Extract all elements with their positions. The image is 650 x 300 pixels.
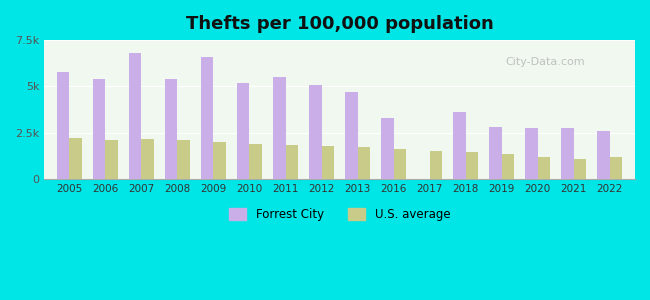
Bar	[285, 145, 298, 179]
Bar	[309, 85, 322, 179]
Bar	[237, 83, 250, 179]
Bar	[465, 152, 478, 179]
Bar	[525, 128, 538, 179]
Bar	[574, 159, 586, 179]
Bar	[322, 146, 334, 179]
Bar	[358, 147, 370, 179]
Bar	[250, 144, 262, 179]
Bar	[57, 72, 70, 179]
Bar	[381, 118, 394, 179]
Bar	[213, 142, 226, 179]
Bar	[165, 79, 177, 179]
Bar	[201, 57, 213, 179]
Bar	[105, 140, 118, 179]
Bar	[597, 131, 610, 179]
Text: City-Data.com: City-Data.com	[505, 57, 584, 67]
Bar	[273, 77, 285, 179]
Bar	[610, 157, 623, 179]
Bar	[394, 149, 406, 179]
Bar	[489, 127, 502, 179]
Bar	[453, 112, 465, 179]
Title: Thefts per 100,000 population: Thefts per 100,000 population	[186, 15, 493, 33]
Bar	[561, 128, 574, 179]
Bar	[502, 154, 514, 179]
Bar	[177, 140, 190, 179]
Bar	[129, 53, 142, 179]
Legend: Forrest City, U.S. average: Forrest City, U.S. average	[224, 204, 455, 226]
Bar	[93, 79, 105, 179]
Bar	[430, 151, 442, 179]
Bar	[70, 138, 82, 179]
Bar	[538, 157, 551, 179]
Bar	[345, 92, 358, 179]
Bar	[142, 139, 154, 179]
